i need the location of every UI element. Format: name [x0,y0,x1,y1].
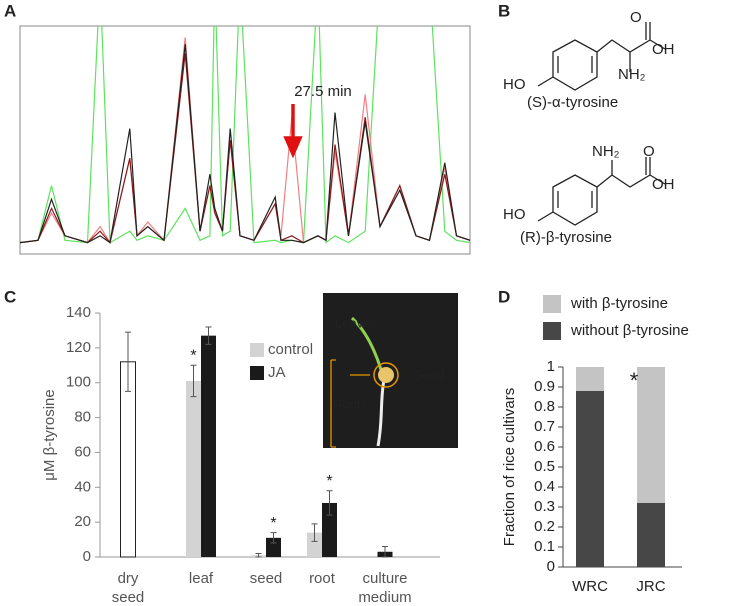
y-tick-label: 60 [74,443,91,460]
x-tick-label: seed [250,570,283,587]
significance: * [190,348,196,365]
error-bar [326,490,333,516]
panel-label: D [498,287,510,306]
error-bar [311,523,318,542]
atom-label: HO [503,206,526,223]
error-bar [270,532,277,544]
legend-swatch [543,322,561,340]
annotation: 27.5 min [294,83,352,100]
atom-label: OH [652,41,675,58]
inset-label: Leaves [335,315,377,330]
atom-label: O [630,9,642,26]
y-tick-label: 0.3 [534,498,555,515]
y-axis-label: μM β-tyrosine [41,389,58,480]
bar [307,532,322,557]
y-tick-label: 0.4 [534,478,555,495]
structure: O OH NH₂ HO (S)-α-tyrosine NH₂ O OH HO (… [503,9,675,246]
legend-label: JA [268,364,286,381]
legend-swatch [543,295,561,313]
error-bar [205,326,212,345]
y-tick-label: 40 [74,478,91,495]
atom-label: OH [652,176,675,193]
atom-label: O [643,143,655,160]
inset-label: Seed [414,367,444,382]
panel-label: C [4,287,16,306]
structure-name: (S)-α-tyrosine [527,94,618,111]
error-bar [255,553,262,558]
y-axis-label: Fraction of rice cultivars [501,388,518,546]
inset-label: Roots [333,396,367,411]
y-tick-label: 0 [547,558,555,575]
x-tick-label: root [309,570,336,587]
bar [186,380,201,557]
y-tick-label: 120 [66,339,91,356]
y-tick-label: 0.5 [534,458,555,475]
atom-label: NH₂ [618,66,646,83]
atom-label: NH₂ [592,143,620,160]
legend-swatch [250,343,264,357]
structure-name: (R)-β-tyrosine [520,229,612,246]
bar [201,335,216,557]
legend-label: without β-tyrosine [570,322,689,339]
y-tick-label: 0 [83,548,91,565]
y-tick-label: 1 [547,358,555,375]
arrow [283,104,303,159]
error-bar [125,331,131,392]
y-tick-label: 0.6 [534,438,555,455]
x-tick-label: medium [358,589,411,606]
panel-label: B [498,1,510,20]
significance: * [270,515,276,532]
y-tick-label: 100 [66,374,91,391]
bar-segment [576,391,604,567]
y-tick-label: 140 [66,304,91,321]
x-tick-label: culture [362,570,407,587]
x-tick-label: JRC [636,578,665,595]
bar-segment [576,367,604,391]
annotation: * [630,368,639,393]
significance: * [326,473,332,490]
y-tick-label: 0.9 [534,378,555,395]
bar [266,537,281,557]
x-tick-label: dry [118,570,139,587]
legend-label: control [268,341,313,358]
x-tick-label: WRC [572,578,608,595]
legend-swatch [250,366,264,380]
inset-photo [323,293,458,448]
x-tick-label: leaf [189,570,214,587]
error-bar [382,546,388,558]
trace [20,44,470,244]
bar-segment [637,367,665,503]
legend-label: with β-tyrosine [570,295,668,312]
trace [20,26,470,244]
y-tick-label: 0.1 [534,538,555,555]
y-tick-label: 0.2 [534,518,555,535]
y-tick-label: 0.8 [534,398,555,415]
error-bar [190,364,197,398]
bar-segment [637,503,665,567]
plot-frame [19,25,471,255]
y-tick-label: 20 [74,513,91,530]
y-tick-label: 0.7 [534,418,555,435]
y-tick-label: 80 [74,409,91,426]
panel-label: A [4,1,16,20]
x-tick-label: seed [112,589,145,606]
atom-label: HO [503,76,526,93]
bar [322,502,337,557]
